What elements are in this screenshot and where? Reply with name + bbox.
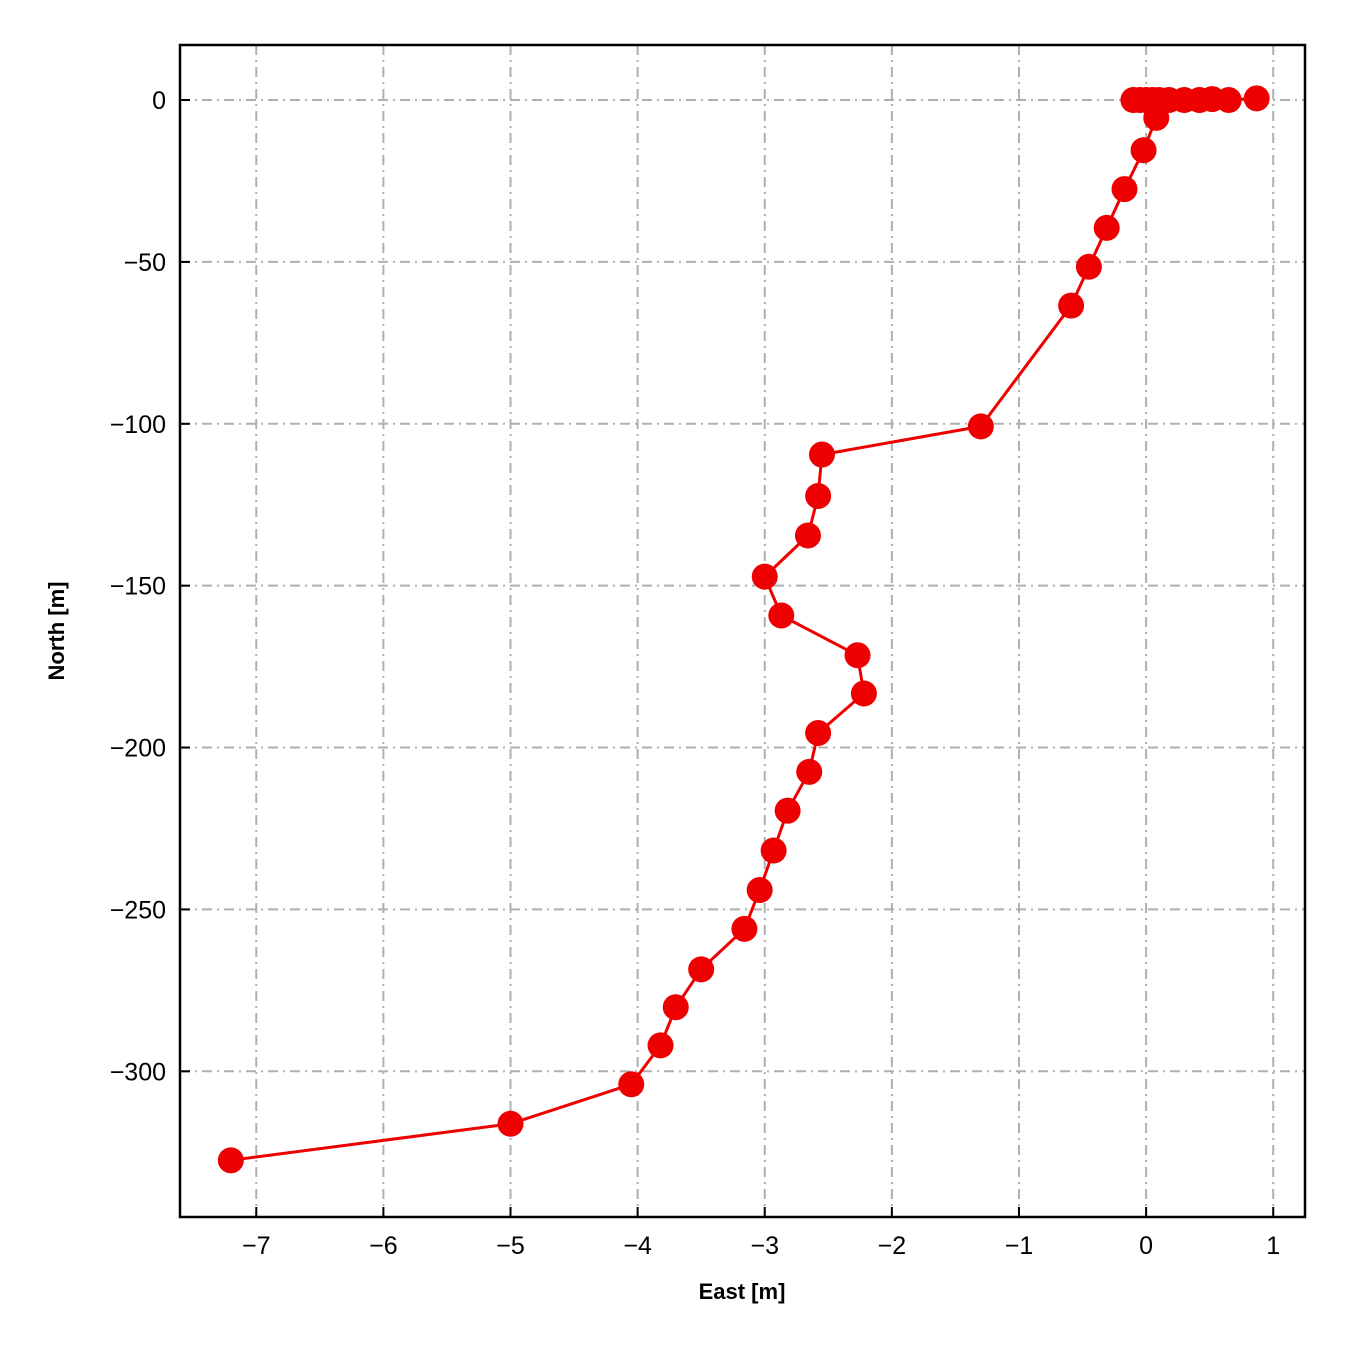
x-tick-label: 0 xyxy=(1139,1232,1153,1260)
x-tick-label: −1 xyxy=(1005,1232,1034,1260)
trajectory-point xyxy=(1093,214,1120,241)
y-tick-label: −250 xyxy=(110,896,166,924)
trajectory-point xyxy=(746,877,773,904)
trajectory-point xyxy=(217,1147,244,1174)
trajectory-point xyxy=(805,719,832,746)
trajectory-point xyxy=(1243,85,1270,112)
y-tick-label: −300 xyxy=(110,1058,166,1086)
trajectory-point xyxy=(1120,87,1147,114)
trajectory-point xyxy=(688,956,715,983)
y-tick-label: −50 xyxy=(124,249,166,277)
y-tick-label: −200 xyxy=(110,735,166,763)
y-tick-label: 0 xyxy=(152,87,166,115)
trajectory-point xyxy=(844,642,871,669)
trajectory-point xyxy=(751,563,778,590)
trajectory-point xyxy=(1111,176,1138,203)
trajectory-point xyxy=(796,758,823,785)
plot-frame xyxy=(178,43,1307,1219)
trajectory-point xyxy=(808,441,835,468)
axis-ticks: −7 −6 −5 −4 −3 −2 −1 0 1 0 −50 −100 −150 −200 −250 −300 xyxy=(110,87,1280,1260)
x-tick-label: −7 xyxy=(242,1232,271,1260)
y-axis-label: North [m] xyxy=(44,582,69,681)
trajectory-point xyxy=(497,1110,524,1137)
x-tick-label: −5 xyxy=(496,1232,525,1260)
trajectory-point xyxy=(768,602,795,629)
x-axis-label: East [m] xyxy=(699,1279,786,1304)
x-tick-label: −3 xyxy=(750,1232,779,1260)
trajectory-point xyxy=(1075,253,1102,280)
trajectory-point xyxy=(1058,292,1085,319)
trajectory-line xyxy=(230,96,1257,1162)
trajectory-point xyxy=(618,1071,645,1098)
y-tick-label: −100 xyxy=(110,411,166,439)
x-tick-label: −2 xyxy=(878,1232,907,1260)
trajectory-point xyxy=(850,680,877,707)
trajectory-point xyxy=(967,413,994,440)
trajectory-point xyxy=(647,1032,674,1059)
trajectory-point xyxy=(1130,137,1157,164)
grid-lines xyxy=(180,45,1305,1217)
series-layer xyxy=(217,85,1270,1174)
trajectory-point xyxy=(760,837,787,864)
y-tick-label: −150 xyxy=(110,573,166,601)
trajectory-point xyxy=(1143,104,1170,131)
trajectory-point xyxy=(662,994,689,1021)
x-tick-label: −4 xyxy=(623,1232,652,1260)
trajectory-point xyxy=(805,482,832,509)
trajectory-point xyxy=(794,522,821,549)
trajectory-point xyxy=(731,915,758,942)
x-tick-label: 1 xyxy=(1266,1232,1280,1260)
trajectory-point xyxy=(774,797,801,824)
x-tick-label: −6 xyxy=(369,1232,398,1260)
